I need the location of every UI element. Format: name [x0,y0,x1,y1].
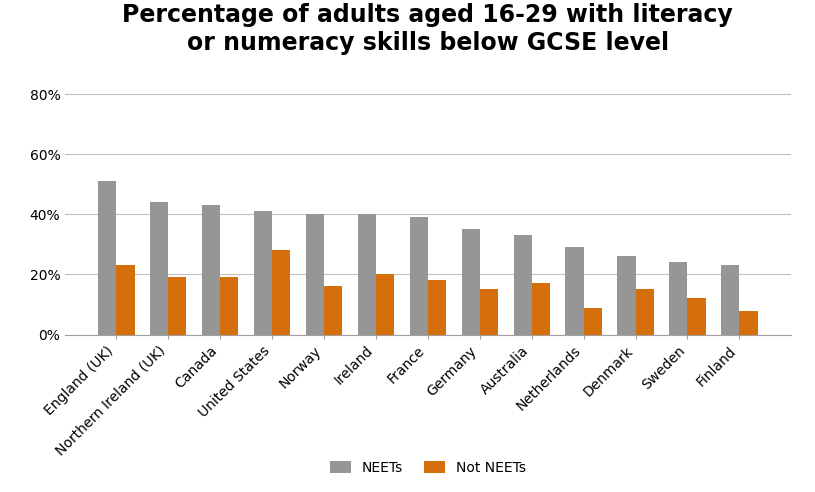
Legend: NEETs, Not NEETs: NEETs, Not NEETs [324,455,531,480]
Bar [324,286,342,335]
Bar [202,205,220,335]
Bar [358,215,376,335]
Bar [584,308,601,335]
Bar [254,211,272,335]
Bar [480,289,498,335]
Bar [410,217,428,335]
Bar [220,277,238,335]
Bar [98,181,117,335]
Bar [513,235,531,335]
Bar [566,247,584,335]
Title: Percentage of adults aged 16-29 with literacy
or numeracy skills below GCSE leve: Percentage of adults aged 16-29 with lit… [122,3,734,55]
Bar [739,310,758,335]
Bar [618,256,636,335]
Bar [272,250,290,335]
Bar [306,215,324,335]
Bar [461,229,480,335]
Bar [117,265,134,335]
Bar [721,265,739,335]
Bar [168,277,187,335]
Bar [688,299,706,335]
Bar [376,275,394,335]
Bar [669,262,688,335]
Bar [531,283,550,335]
Bar [428,280,446,335]
Bar [150,202,168,335]
Bar [636,289,654,335]
